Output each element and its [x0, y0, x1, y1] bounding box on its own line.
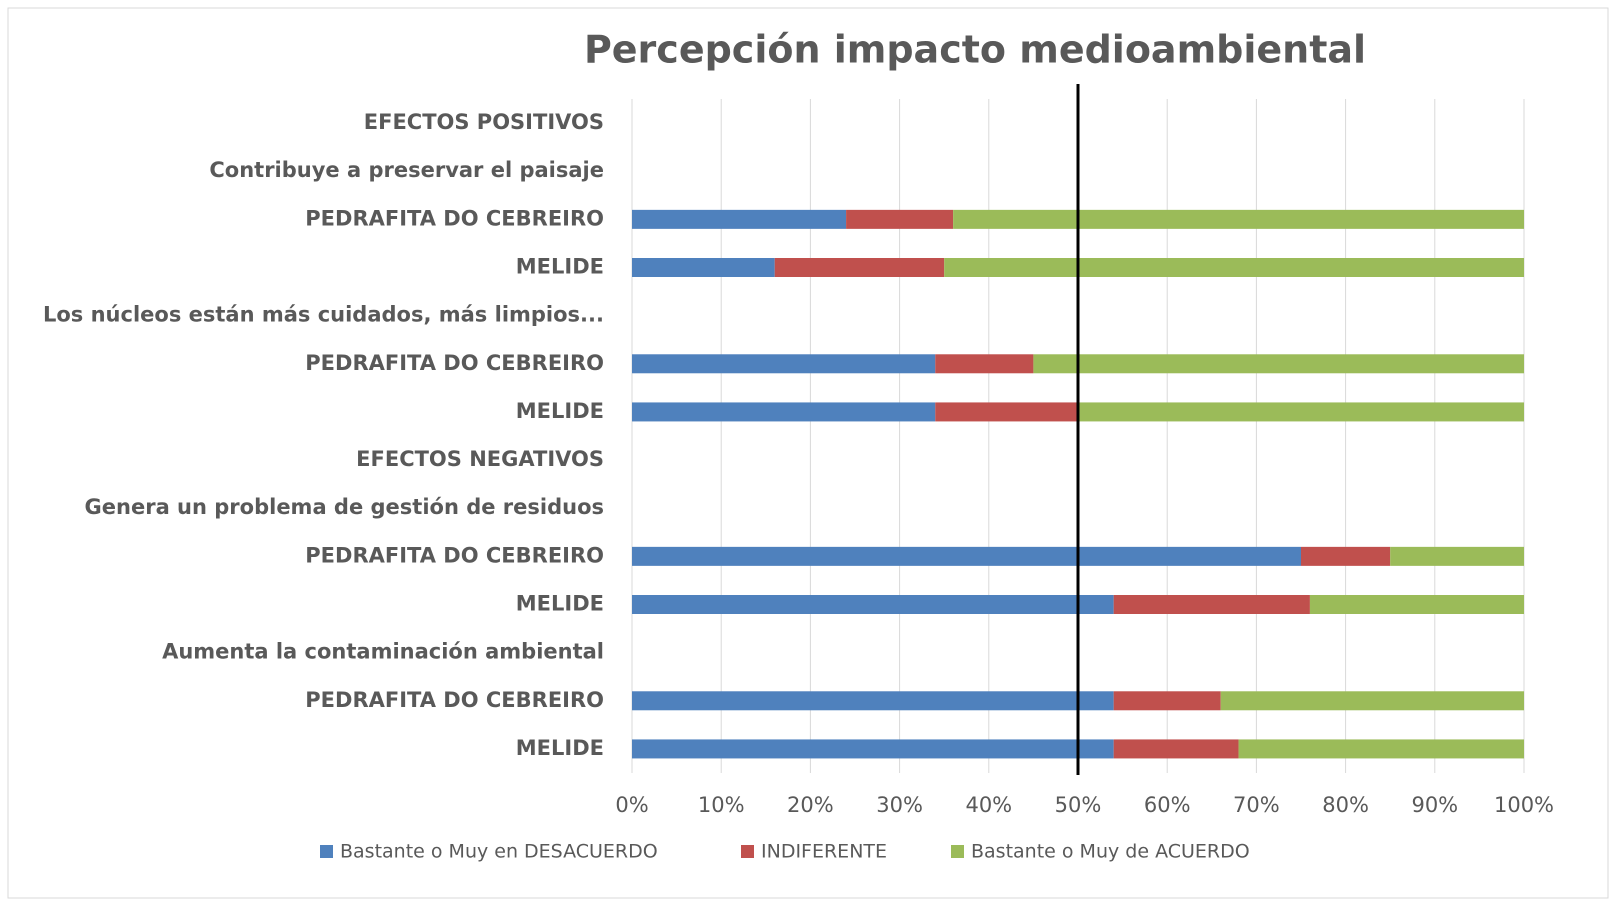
bar-segment: [1113, 691, 1221, 711]
chart-frame: [7, 7, 1609, 899]
bar-segment: [1301, 546, 1391, 566]
y-tick-label: Aumenta la contaminación ambiental: [162, 640, 604, 664]
y-tick-label: EFECTOS POSITIVOS: [364, 110, 604, 134]
y-tick-label: PEDRAFITA DO CEBREIRO: [305, 351, 604, 375]
bar-segment: [632, 595, 1114, 614]
bar-segment: [935, 354, 1034, 374]
y-tick-label: PEDRAFITA DO CEBREIRO: [305, 688, 604, 712]
x-tick-label: 60%: [1144, 793, 1191, 817]
bar-segment: [1390, 546, 1524, 566]
bar-segment: [846, 209, 954, 229]
bar-segment: [1113, 739, 1239, 759]
x-tick-label: 100%: [1494, 793, 1554, 817]
y-tick-label: Genera un problema de gestión de residuo…: [85, 495, 604, 519]
x-tick-label: 40%: [965, 793, 1012, 817]
bar-segment: [632, 354, 936, 374]
y-tick-label: EFECTOS NEGATIVOS: [356, 447, 604, 471]
x-tick-label: 10%: [698, 793, 745, 817]
bar-segment: [632, 691, 1114, 711]
x-tick-label: 50%: [1055, 793, 1102, 817]
legend-label: INDIFERENTE: [761, 841, 887, 863]
y-tick-label: PEDRAFITA DO CEBREIRO: [305, 543, 604, 567]
bar-segment: [953, 209, 1524, 229]
y-tick-label: MELIDE: [516, 255, 604, 279]
legend-swatch: [741, 845, 754, 858]
bar-segment: [774, 258, 945, 277]
bar-segment: [632, 402, 936, 422]
y-tick-label: MELIDE: [516, 399, 604, 423]
y-tick-label: Los núcleos están más cuidados, más limp…: [43, 303, 604, 327]
bar-segment: [1113, 595, 1310, 614]
bar-segment: [1309, 595, 1524, 614]
bar-segment: [1220, 691, 1524, 711]
bar-segment: [632, 739, 1114, 759]
legend-swatch: [951, 845, 964, 858]
legend-label: Bastante o Muy en DESACUERDO: [340, 841, 658, 863]
chart-title: Percepción impacto medioambiental: [584, 28, 1366, 72]
bar-segment: [632, 258, 775, 277]
bar-segment: [1033, 354, 1524, 374]
y-tick-label: MELIDE: [516, 736, 604, 760]
bar-segment: [632, 546, 1301, 566]
bar-segment: [944, 258, 1524, 277]
y-tick-label: Contribuye a preservar el paisaje: [209, 158, 604, 182]
x-tick-label: 30%: [876, 793, 923, 817]
bar-segment: [1238, 739, 1524, 759]
bar-segment: [632, 209, 847, 229]
x-tick-label: 80%: [1322, 793, 1369, 817]
x-tick-label: 70%: [1233, 793, 1280, 817]
y-tick-label: MELIDE: [516, 592, 604, 616]
x-tick-label: 0%: [615, 793, 648, 817]
legend-label: Bastante o Muy de ACUERDO: [971, 841, 1250, 863]
bar-segment: [1078, 402, 1524, 422]
bar-segment: [935, 402, 1078, 422]
x-tick-label: 20%: [787, 793, 834, 817]
y-tick-label: PEDRAFITA DO CEBREIRO: [305, 206, 604, 230]
legend-swatch: [320, 845, 333, 858]
x-tick-label: 90%: [1411, 793, 1458, 817]
